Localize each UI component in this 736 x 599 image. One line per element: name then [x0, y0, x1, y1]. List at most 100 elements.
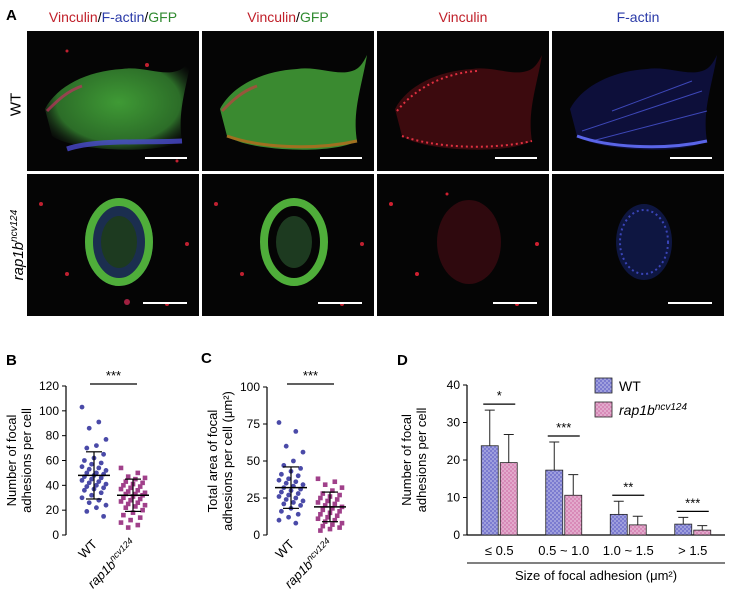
data-point — [315, 516, 321, 522]
data-point — [82, 458, 87, 463]
data-point — [140, 480, 145, 486]
data-point — [276, 477, 282, 483]
legend-label-sup: ncv124 — [655, 402, 688, 413]
data-point — [118, 499, 124, 504]
bar — [628, 524, 647, 536]
column-title-part: F-actin — [616, 9, 660, 25]
data-point — [128, 497, 133, 503]
y-axis-label: Number of focaladhesions per cell — [399, 407, 429, 512]
data-point — [121, 512, 126, 518]
y-tick-label: 0 — [253, 528, 260, 542]
category-label: > 1.5 — [678, 543, 707, 558]
scale-bar — [495, 157, 537, 159]
y-tick-label: 25 — [247, 491, 261, 505]
data-point — [79, 477, 85, 483]
data-point — [142, 475, 148, 481]
data-point — [86, 466, 92, 472]
data-point — [133, 491, 138, 497]
bar — [499, 462, 518, 536]
data-point — [322, 503, 328, 508]
data-point — [128, 517, 133, 523]
data-point — [84, 484, 90, 489]
data-point — [135, 522, 141, 528]
data-point — [135, 500, 141, 506]
data-point — [291, 500, 296, 505]
y-tick-label: 30 — [447, 416, 461, 430]
data-point — [84, 509, 90, 514]
data-point — [286, 514, 291, 520]
data-point — [130, 510, 136, 515]
data-point — [94, 443, 99, 448]
column-title-part: F-actin — [101, 9, 145, 25]
y-tick-label: 20 — [447, 453, 461, 467]
micrograph-mutant-vinculin-gfp — [202, 174, 374, 316]
significance-label: *** — [303, 370, 318, 383]
data-point — [315, 500, 321, 505]
data-point — [84, 470, 90, 476]
data-point — [96, 479, 102, 485]
y-tick-label: 0 — [453, 528, 460, 542]
data-point — [94, 505, 99, 511]
data-point — [320, 507, 326, 513]
y-tick-label: 80 — [46, 429, 60, 443]
y-tick-label: 10 — [447, 491, 461, 505]
column-title-0: Vinculin/F-actin/GFP — [27, 9, 199, 25]
data-point — [276, 494, 282, 499]
scale-bar — [670, 157, 712, 159]
data-point — [98, 460, 104, 466]
panel-label-c: C — [201, 350, 212, 367]
scale-bar — [668, 302, 712, 304]
legend-label-base: rap1b — [619, 402, 655, 418]
data-point — [121, 483, 126, 488]
data-point — [142, 502, 148, 508]
scale-bar — [145, 157, 187, 159]
data-point — [295, 491, 301, 496]
data-point — [300, 482, 306, 488]
legend-swatch — [594, 377, 613, 394]
y-tick-label: 120 — [39, 379, 59, 393]
data-point — [318, 528, 323, 533]
column-title-part: Vinculin — [438, 9, 488, 25]
y-tick-label: 100 — [240, 380, 260, 394]
y-tick-label: 20 — [46, 503, 60, 517]
y-axis-label-line: Number of focal — [399, 414, 414, 506]
data-point — [293, 479, 299, 485]
data-point — [300, 449, 306, 455]
category-label: WT — [272, 536, 297, 561]
data-point — [291, 458, 296, 464]
chart-c: 0 25 50 75 100 Total area of focaladhesions p… — [205, 370, 346, 591]
y-axis-label-line2: adhesions per cell — [19, 408, 34, 513]
column-title-part: / — [97, 9, 102, 25]
data-point — [293, 429, 299, 434]
data-point — [286, 476, 291, 482]
scale-bar — [318, 302, 362, 304]
data-point — [118, 520, 124, 525]
y-tick-label: 50 — [247, 454, 261, 468]
panel-label-b: B — [6, 352, 17, 369]
column-title-part: Vinculin — [48, 9, 98, 25]
data-point — [315, 476, 321, 482]
significance-label: *** — [556, 420, 571, 435]
category-label-base: WT — [272, 536, 297, 561]
data-point — [82, 487, 87, 493]
data-point — [86, 425, 92, 431]
micrograph-wt-vinculin — [377, 31, 549, 171]
data-point — [293, 520, 299, 526]
y-axis-label-line1: Total area of focal — [205, 410, 220, 513]
micrograph-mutant-merge — [27, 174, 199, 316]
data-point — [96, 465, 102, 471]
data-point — [276, 420, 282, 425]
data-point — [276, 517, 282, 523]
data-point — [125, 474, 131, 479]
column-title-part: GFP — [148, 9, 178, 25]
data-point — [96, 419, 102, 425]
data-point — [133, 504, 138, 509]
y-axis-label-line2: adhesions per cell (μm²) — [220, 391, 235, 531]
data-point — [318, 511, 323, 517]
data-point — [298, 503, 303, 508]
micrograph-mutant-factin — [552, 174, 724, 316]
data-point — [118, 486, 124, 492]
data-point — [283, 443, 289, 449]
data-point — [89, 492, 94, 498]
data-point — [137, 515, 143, 520]
